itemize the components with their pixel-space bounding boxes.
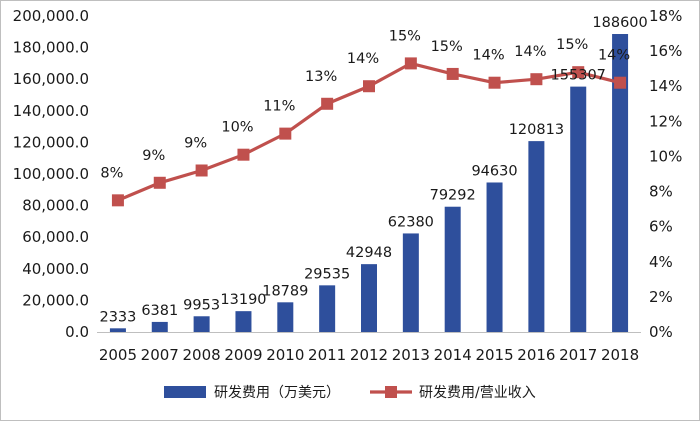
bar-2016 — [528, 141, 545, 332]
bar-label-2010: 18789 — [262, 283, 308, 299]
bar-label-2014: 79292 — [430, 188, 476, 204]
line-marker-2008 — [195, 164, 208, 177]
legend-line-marker — [385, 386, 397, 398]
y-right-tick-label: 6% — [649, 218, 673, 236]
line-label-2018: 14% — [598, 48, 630, 64]
line-label-2014: 15% — [431, 39, 463, 55]
x-tick-label: 2017 — [559, 346, 597, 364]
bar-2005 — [109, 328, 126, 332]
bar-label-2005: 2333 — [99, 309, 136, 325]
line-marker-2010 — [279, 127, 292, 140]
line-label-2008: 9% — [184, 135, 207, 151]
bar-2013 — [402, 233, 419, 332]
y-left-tick-label: 20,000.0 — [22, 291, 89, 309]
y-left-tick-label: 140,000.0 — [13, 102, 89, 120]
line-data-labels: 8% 9% 9% 10% 11% 13% 14% 15% 15% 14% 14% 15% 14% — [100, 28, 630, 181]
line-marker-2007 — [153, 176, 166, 189]
bar-2015 — [486, 182, 503, 332]
bar-label-2016: 120813 — [509, 122, 564, 138]
y-right-tick-label: 18% — [649, 7, 682, 25]
x-tick-label: 2018 — [601, 346, 639, 364]
axes: 2005 2007 2008 2009 2010 2011 2012 2013 2014 2015… — [13, 7, 683, 364]
line-label-2007: 9% — [142, 148, 165, 164]
line-marker-2012 — [363, 80, 375, 93]
line-label-2017: 15% — [556, 37, 588, 53]
y-left-tick-label: 0.0 — [65, 323, 89, 341]
legend-bar-swatch — [164, 386, 206, 398]
bar-2009 — [235, 311, 252, 332]
line-marker-2015 — [488, 76, 501, 89]
y-left-tick-label: 180,000.0 — [13, 39, 89, 57]
x-tick-label: 2007 — [141, 346, 179, 364]
legend-bar-label: 研发费用（万美元） — [214, 385, 340, 401]
x-tick-label: 2012 — [350, 346, 388, 364]
line-series — [111, 57, 627, 207]
bar-label-2012: 42948 — [346, 245, 392, 261]
y-right-tick-label: 16% — [649, 42, 682, 60]
line-marker-2005 — [111, 194, 124, 207]
legend-line-label: 研发费用/营业收入 — [419, 385, 536, 401]
y-right-tick-label: 14% — [649, 77, 682, 95]
bar-label-2007: 6381 — [141, 303, 178, 319]
bar-label-2015: 94630 — [471, 163, 517, 179]
bar-label-2013: 62380 — [388, 214, 434, 230]
y-right-tick-label: 0% — [649, 323, 673, 341]
line-marker-2014 — [446, 67, 459, 80]
y-right-tick-label: 4% — [649, 253, 673, 271]
y-right-tick-label: 8% — [649, 183, 673, 201]
bar-label-2011: 29535 — [304, 266, 350, 282]
line-marker-2016 — [530, 73, 543, 86]
x-tick-label: 2005 — [99, 346, 137, 364]
bar-label-2017: 155307 — [551, 68, 606, 84]
bar-2014 — [444, 206, 461, 332]
x-tick-label: 2013 — [392, 346, 430, 364]
y-left-tick-label: 200,000.0 — [13, 7, 89, 25]
bar-label-2009: 13190 — [220, 292, 266, 308]
bar-2018 — [612, 34, 629, 333]
x-tick-label: 2014 — [434, 346, 472, 364]
bar-2017 — [570, 86, 587, 333]
line-label-2011: 13% — [305, 69, 337, 85]
y-right-tick-label: 2% — [649, 288, 673, 306]
line-label-2005: 8% — [100, 165, 123, 181]
legend: 研发费用（万美元） 研发费用/营业收入 — [164, 385, 536, 401]
line-marker-2013 — [404, 57, 417, 70]
line-label-2015: 14% — [472, 48, 504, 64]
line-marker-2018 — [614, 76, 627, 89]
line-label-2012: 14% — [347, 51, 379, 67]
x-tick-label: 2015 — [475, 346, 513, 364]
line-label-2016: 14% — [514, 44, 546, 60]
x-tick-label: 2008 — [183, 346, 221, 364]
bar-2007 — [151, 321, 168, 332]
x-tick-label: 2010 — [266, 346, 304, 364]
y-right-tick-label: 10% — [649, 147, 682, 165]
line-label-2009: 10% — [221, 120, 253, 136]
bar-2012 — [361, 264, 377, 332]
x-tick-label: 2011 — [308, 346, 346, 364]
bar-2011 — [319, 285, 336, 332]
bar-2008 — [193, 316, 210, 332]
bar-2010 — [277, 302, 294, 332]
line-label-2013: 15% — [389, 28, 421, 44]
x-tick-label: 2016 — [517, 346, 555, 364]
y-left-tick-label: 100,000.0 — [13, 165, 89, 183]
line-marker-2011 — [321, 97, 334, 110]
y-left-tick-label: 40,000.0 — [22, 260, 89, 278]
bar-series — [109, 34, 629, 333]
y-left-tick-label: 60,000.0 — [22, 228, 89, 246]
bar-label-2008: 9953 — [183, 297, 220, 313]
y-left-tick-label: 120,000.0 — [13, 133, 89, 151]
line-label-2010: 11% — [263, 99, 295, 115]
y-right-tick-label: 12% — [649, 112, 682, 130]
line-marker-2009 — [237, 148, 250, 161]
bar-label-2018: 188600 — [592, 15, 647, 31]
x-tick-label: 2009 — [224, 346, 262, 364]
y-left-tick-label: 160,000.0 — [13, 70, 89, 88]
y-left-tick-label: 80,000.0 — [22, 197, 89, 215]
line-marker-2017 — [572, 66, 585, 79]
